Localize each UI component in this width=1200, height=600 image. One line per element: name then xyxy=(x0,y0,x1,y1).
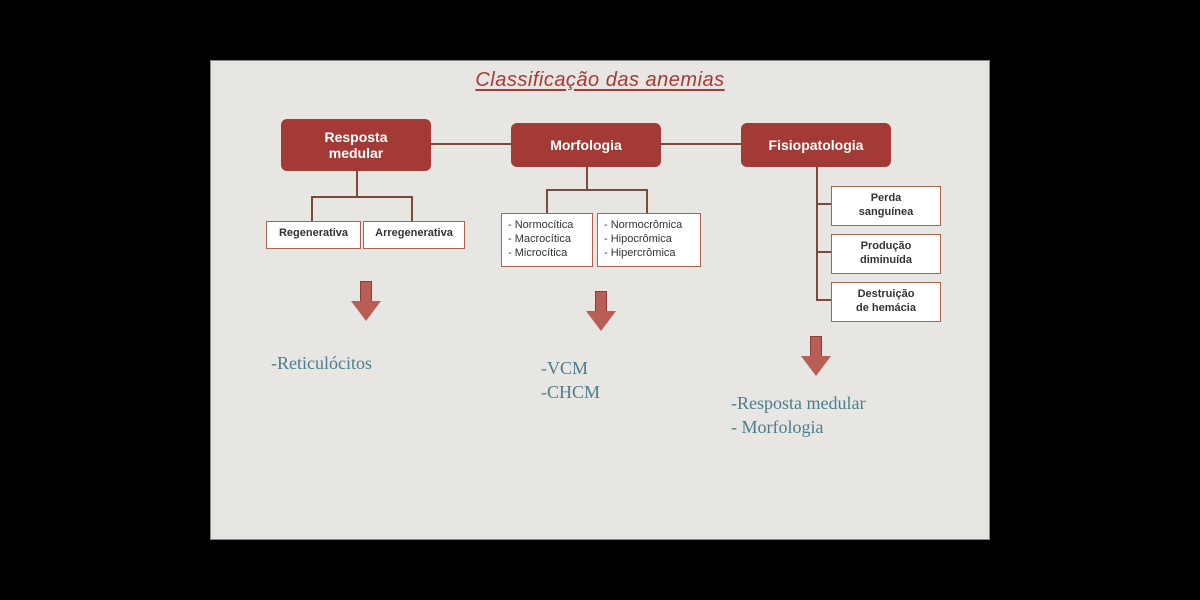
slide-canvas: Classificação das anemias Respostamedula… xyxy=(210,60,990,540)
connector-line xyxy=(546,189,548,213)
connector-line xyxy=(411,196,413,221)
down-arrow-icon xyxy=(586,291,616,331)
sub-node: Perdasanguínea xyxy=(831,186,941,226)
top-node-fisiopatologia: Fisiopatologia xyxy=(741,123,891,167)
handwritten-note: -Resposta medular- Morfologia xyxy=(731,391,865,440)
sub-node: - Normocrômica- Hipocrômica- Hipercrômic… xyxy=(597,213,701,267)
top-node-resposta: Respostamedular xyxy=(281,119,431,171)
down-arrow-icon xyxy=(801,336,831,376)
top-node-morfologia: Morfologia xyxy=(511,123,661,167)
connector-line xyxy=(311,196,313,221)
connector-line xyxy=(661,143,741,145)
sub-node: Regenerativa xyxy=(266,221,361,249)
connector-line xyxy=(816,167,818,301)
diagram-title: Classificação das anemias xyxy=(475,69,724,92)
sub-node: Destruiçãode hemácia xyxy=(831,282,941,322)
sub-node: Arregenerativa xyxy=(363,221,465,249)
connector-line xyxy=(586,167,588,189)
down-arrow-icon xyxy=(351,281,381,321)
handwritten-note: -VCM-CHCM xyxy=(541,356,600,405)
connector-line xyxy=(311,196,411,198)
connector-line xyxy=(816,251,831,253)
sub-node: Produçãodiminuída xyxy=(831,234,941,274)
handwritten-note: -Reticulócitos xyxy=(271,351,372,375)
sub-node: - Normocítica- Macrocítica- Microcítica xyxy=(501,213,593,267)
connector-line xyxy=(816,203,831,205)
connector-line xyxy=(356,171,358,196)
connector-line xyxy=(646,189,648,213)
connector-line xyxy=(816,299,831,301)
connector-line xyxy=(546,189,646,191)
connector-line xyxy=(431,143,511,145)
